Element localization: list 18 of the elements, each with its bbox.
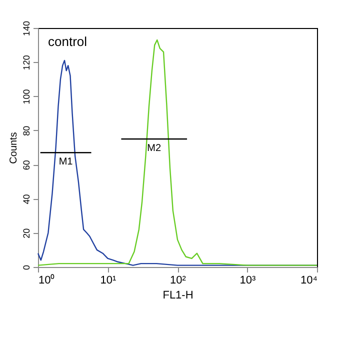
series-label: M1 (58, 156, 74, 168)
x-tick-label: 10² (170, 274, 186, 286)
x-tick-label: 10⁰ (38, 274, 55, 286)
y-tick-label: 140 (22, 20, 32, 36)
x-tick-label: 10⁴ (300, 274, 318, 286)
annotation: control (48, 34, 88, 49)
x-tick-label: 10³ (240, 274, 256, 286)
y-axis-title: Counts (8, 132, 20, 164)
y-tick-label: 0 (22, 264, 32, 270)
series-label: M2 (147, 142, 162, 154)
y-tick-label: 80 (22, 126, 32, 136)
x-axis-title: FL1-H (162, 290, 194, 302)
y-tick-label: 20 (22, 228, 32, 238)
y-tick-label: 60 (22, 160, 32, 170)
y-tick-label: 120 (22, 55, 32, 70)
y-tick-label: 100 (22, 89, 32, 104)
y-tick-label: 40 (22, 194, 32, 204)
x-tick-label: 10¹ (100, 274, 117, 286)
